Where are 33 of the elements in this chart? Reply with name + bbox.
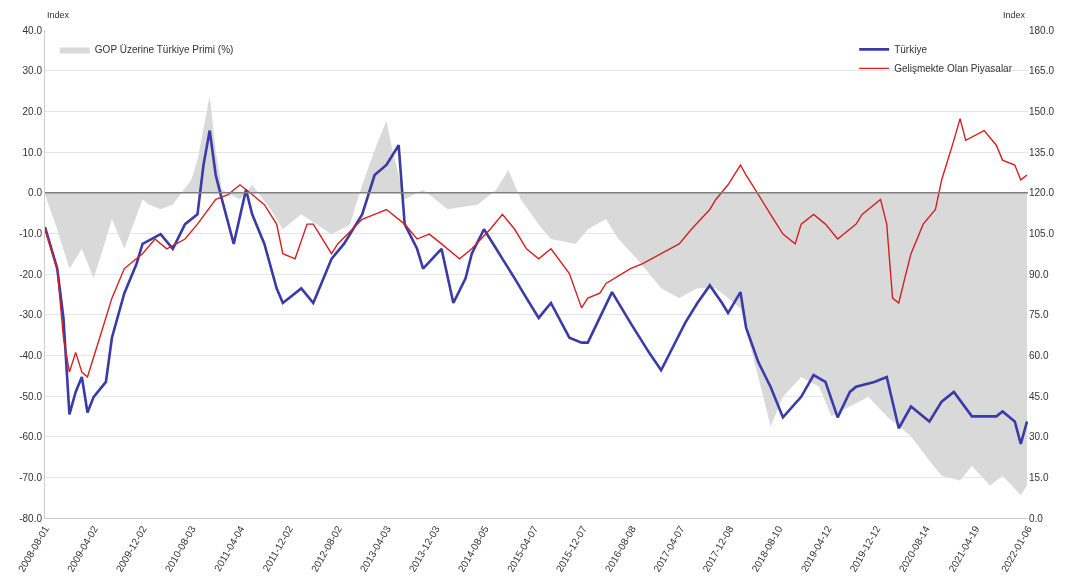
legend-label: Türkiye	[894, 44, 928, 56]
line-series	[45, 129, 1028, 446]
y-tick-label: -60.0	[19, 431, 43, 443]
y2-tick-label: 60.0	[1029, 349, 1049, 361]
y-tick-label: 20.0	[22, 105, 43, 117]
y-tick-label: 40.0	[22, 24, 43, 36]
y2-axis-title: Index	[1003, 10, 1026, 20]
y-axis-title: Index	[47, 10, 70, 20]
y-tick-label: -30.0	[19, 309, 43, 321]
legend-label: Gelişmekte Olan Piyasalar	[894, 63, 1013, 75]
y-tick-label: -50.0	[19, 390, 43, 402]
y2-tick-label: 15.0	[1029, 471, 1049, 483]
y2-tick-label: 105.0	[1029, 227, 1055, 239]
y2-tick-label: 180.0	[1029, 24, 1055, 36]
y-tick-label: -70.0	[19, 471, 43, 483]
y-tick-label: -20.0	[19, 268, 43, 280]
y-tick-label: -40.0	[19, 349, 43, 361]
legend-label: GOP Üzerine Türkiye Primi (%)	[94, 44, 234, 56]
line-series	[45, 117, 1028, 378]
y2-tick-label: 120.0	[1029, 187, 1055, 199]
y2-tick-label: 150.0	[1029, 105, 1055, 117]
y2-tick-label: 45.0	[1029, 390, 1049, 402]
y2-tick-label: 165.0	[1029, 65, 1055, 77]
y2-tick-label: 135.0	[1029, 146, 1055, 158]
y2-tick-label: 75.0	[1029, 309, 1049, 321]
y2-tick-label: 90.0	[1029, 268, 1049, 280]
y2-tick-label: 0.0	[1029, 512, 1044, 524]
y-tick-label: 10.0	[22, 146, 43, 158]
y-tick-label: 30.0	[22, 65, 43, 77]
y-tick-label: -80.0	[19, 512, 43, 524]
y-tick-label: -10.0	[19, 227, 43, 239]
y2-tick-label: 30.0	[1029, 431, 1049, 443]
y-tick-label: 0.0	[28, 187, 43, 199]
